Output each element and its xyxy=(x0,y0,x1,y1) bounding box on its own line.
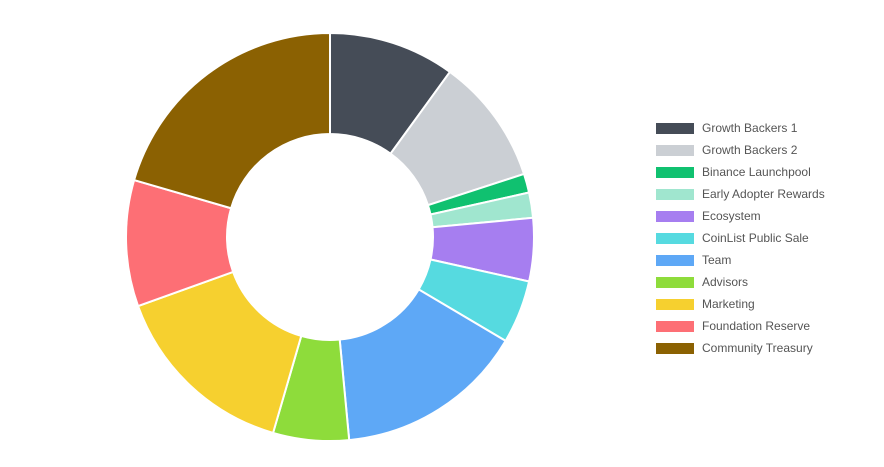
legend-item-coinlist-public-sale[interactable]: CoinList Public Sale xyxy=(656,227,876,249)
legend-label: CoinList Public Sale xyxy=(702,231,809,245)
legend-item-advisors[interactable]: Advisors xyxy=(656,271,876,293)
legend-item-early-adopter-rewards[interactable]: Early Adopter Rewards xyxy=(656,183,876,205)
legend-label: Marketing xyxy=(702,297,755,311)
legend-label: Growth Backers 2 xyxy=(702,143,798,157)
legend-item-team[interactable]: Team xyxy=(656,249,876,271)
legend-label: Team xyxy=(702,253,732,267)
legend-label: Advisors xyxy=(702,275,749,289)
legend-label: Early Adopter Rewards xyxy=(702,187,825,201)
legend-swatch xyxy=(656,342,694,354)
legend-swatch xyxy=(656,232,694,244)
slice-marketing[interactable] xyxy=(136,270,303,435)
legend-label: Foundation Reserve xyxy=(702,319,811,333)
legend-swatch xyxy=(656,188,694,200)
legend-swatch xyxy=(656,320,694,332)
slice-team[interactable] xyxy=(338,288,507,442)
chart-legend: Growth Backers 1 Growth Backers 2 Binance … xyxy=(656,117,876,359)
legend-swatch xyxy=(656,254,694,266)
legend-swatch xyxy=(656,166,694,178)
legend-label: Ecosystem xyxy=(702,209,761,223)
legend-label: Binance Launchpool xyxy=(702,165,811,179)
legend-item-foundation-reserve[interactable]: Foundation Reserve xyxy=(656,315,876,337)
legend-swatch xyxy=(656,122,694,134)
legend-swatch xyxy=(656,144,694,156)
legend-swatch xyxy=(656,298,694,310)
legend-label: Growth Backers 1 xyxy=(702,121,798,135)
legend-item-ecosystem[interactable]: Ecosystem xyxy=(656,205,876,227)
legend-item-growth-backers-2[interactable]: Growth Backers 2 xyxy=(656,139,876,161)
legend-item-growth-backers-1[interactable]: Growth Backers 1 xyxy=(656,117,876,139)
legend-swatch xyxy=(656,276,694,288)
legend-item-community-treasury[interactable]: Community Treasury xyxy=(656,337,876,359)
slice-community-treasury[interactable] xyxy=(132,31,331,210)
legend-item-binance-launchpool[interactable]: Binance Launchpool xyxy=(656,161,876,183)
legend-swatch xyxy=(656,210,694,222)
legend-label: Community Treasury xyxy=(702,341,813,355)
legend-item-marketing[interactable]: Marketing xyxy=(656,293,876,315)
